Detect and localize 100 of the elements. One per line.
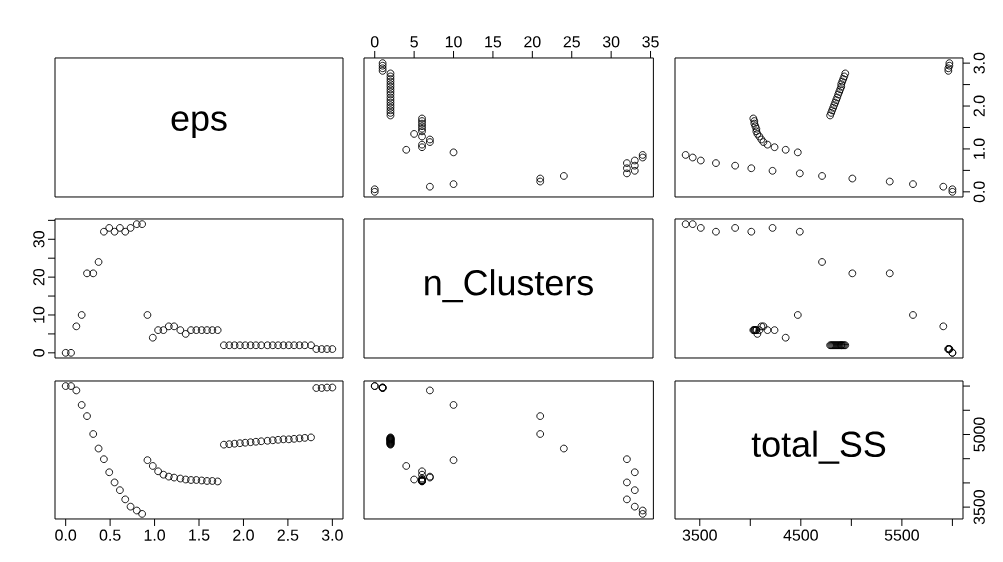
point bbox=[712, 227, 720, 236]
y-tick-label: 20 bbox=[33, 268, 45, 286]
point bbox=[138, 510, 146, 518]
point bbox=[164, 472, 173, 481]
point bbox=[67, 348, 75, 357]
point bbox=[61, 348, 70, 357]
point bbox=[688, 153, 697, 162]
point bbox=[89, 430, 98, 438]
point bbox=[781, 333, 790, 342]
point bbox=[630, 161, 639, 170]
point bbox=[630, 486, 639, 495]
point bbox=[623, 169, 631, 178]
point bbox=[83, 412, 91, 420]
point bbox=[763, 326, 772, 334]
x-tick-label: 0.0 bbox=[55, 529, 77, 541]
point bbox=[263, 436, 272, 445]
text: eps bbox=[171, 111, 227, 139]
point bbox=[418, 132, 426, 141]
point bbox=[312, 384, 321, 392]
point bbox=[793, 311, 802, 319]
point bbox=[121, 495, 130, 504]
point bbox=[768, 166, 777, 175]
point bbox=[560, 172, 568, 180]
point bbox=[284, 435, 293, 444]
point bbox=[449, 180, 458, 188]
point bbox=[317, 345, 326, 353]
point bbox=[909, 180, 917, 188]
point bbox=[290, 435, 298, 443]
point bbox=[126, 502, 135, 511]
point bbox=[536, 174, 545, 183]
point bbox=[909, 311, 917, 319]
point bbox=[192, 326, 201, 334]
point bbox=[630, 166, 639, 175]
point bbox=[300, 434, 309, 442]
point bbox=[67, 382, 75, 390]
point bbox=[208, 477, 217, 485]
point bbox=[747, 227, 756, 236]
point bbox=[418, 470, 426, 479]
point bbox=[768, 224, 777, 232]
point bbox=[630, 468, 639, 477]
point bbox=[426, 135, 434, 144]
point bbox=[623, 495, 631, 504]
point bbox=[132, 506, 141, 515]
point bbox=[83, 269, 91, 278]
y-tick-label: 0.0 bbox=[973, 181, 985, 203]
x-tick-label: 4500 bbox=[783, 529, 818, 541]
point bbox=[295, 434, 304, 443]
point bbox=[307, 341, 315, 350]
point bbox=[230, 439, 239, 448]
point bbox=[757, 135, 766, 144]
point bbox=[279, 341, 288, 350]
point bbox=[759, 138, 768, 146]
point bbox=[252, 437, 260, 446]
point bbox=[143, 311, 152, 319]
point bbox=[793, 148, 802, 157]
point bbox=[274, 341, 282, 350]
point bbox=[100, 455, 108, 464]
point bbox=[323, 383, 331, 392]
x-tick-label: 1.5 bbox=[189, 529, 210, 541]
point bbox=[138, 220, 146, 228]
point bbox=[630, 502, 639, 511]
point bbox=[187, 326, 195, 334]
point bbox=[236, 341, 244, 350]
point bbox=[148, 462, 157, 470]
point bbox=[197, 326, 206, 334]
point bbox=[295, 341, 304, 350]
point bbox=[105, 468, 114, 477]
point bbox=[268, 436, 277, 445]
point bbox=[263, 341, 272, 350]
point bbox=[110, 227, 119, 236]
point bbox=[110, 478, 119, 487]
x-tick-label: 5 bbox=[410, 36, 418, 48]
point bbox=[536, 430, 545, 438]
y-tick-label: 30 bbox=[33, 231, 45, 248]
point bbox=[116, 486, 124, 495]
point bbox=[885, 269, 894, 278]
point bbox=[154, 326, 162, 334]
point bbox=[418, 143, 426, 152]
x-tick-label: 20 bbox=[524, 36, 541, 48]
point bbox=[72, 322, 81, 331]
point bbox=[795, 169, 804, 178]
point bbox=[300, 341, 309, 350]
point bbox=[132, 220, 141, 228]
point bbox=[94, 258, 103, 266]
point bbox=[241, 341, 250, 350]
point bbox=[143, 456, 152, 464]
point bbox=[225, 440, 234, 449]
point bbox=[176, 326, 185, 334]
point bbox=[418, 474, 426, 483]
point bbox=[181, 330, 190, 338]
point bbox=[763, 140, 772, 149]
x-tick-label: 35 bbox=[642, 36, 659, 48]
point bbox=[307, 433, 315, 442]
point bbox=[623, 455, 631, 464]
point bbox=[426, 138, 434, 146]
point bbox=[176, 474, 185, 483]
point bbox=[638, 510, 647, 518]
x-tick-label: 5500 bbox=[884, 529, 919, 541]
point bbox=[323, 345, 331, 353]
point bbox=[623, 159, 631, 167]
